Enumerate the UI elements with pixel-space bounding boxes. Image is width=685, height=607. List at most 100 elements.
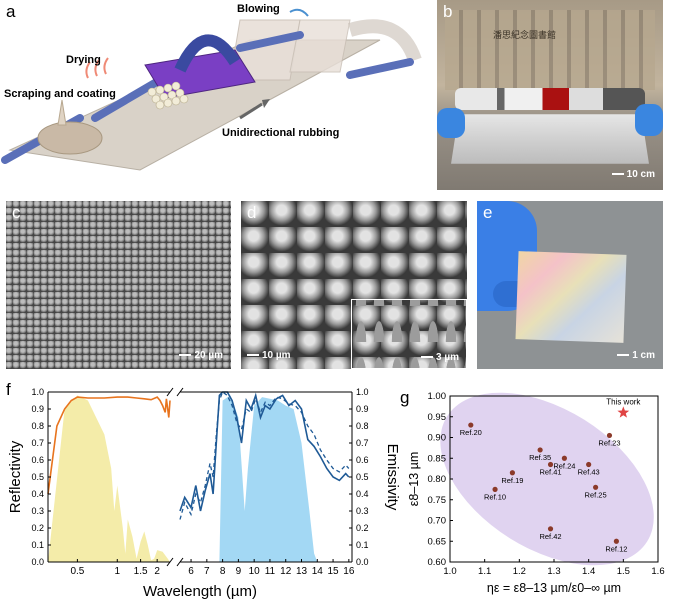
y-tick-label-right: 0.9: [356, 404, 369, 414]
y-tick-label-right: 0.5: [356, 472, 369, 482]
annotation-drying: Drying: [66, 54, 101, 66]
data-point-label: Ref.12: [605, 544, 627, 553]
scalebar-c-label: 20 µm: [194, 350, 223, 361]
y-tick-label-left: 0.0: [31, 557, 44, 567]
x-tick-label: 1.1: [478, 566, 491, 577]
curled-film: [347, 19, 422, 63]
spectra-chart: 0.0 0.0 0.1 0.1 0.2 0.2 0.3 0.3 0.4 0.4 0.5 0.5 0.6 0…: [7, 387, 400, 600]
x-tick-label: 6: [188, 566, 194, 577]
x-tick-label: 1.4: [582, 566, 595, 577]
scalebar-d: 10 µm: [247, 350, 291, 361]
data-point-label: Ref.10: [484, 492, 506, 501]
scalebar-b-label: 10 cm: [626, 169, 655, 180]
data-point-label: Ref.41: [539, 467, 561, 476]
y-tick-label: 0.75: [428, 495, 447, 506]
y-tick-label-right: 0.3: [356, 506, 369, 516]
scraper-blade: [57, 99, 67, 126]
solar-spectrum-area: [48, 395, 170, 562]
panel-c: c 20 µm: [6, 201, 231, 369]
rubbing-arrowhead: [262, 99, 270, 108]
process-illustration: Blowing Drying Scraping and coating Unid…: [1, 3, 422, 171]
panel-d: d 10 µm 3 µm: [241, 201, 467, 369]
sample-film: [451, 114, 649, 164]
y-tick-label: 0.90: [428, 433, 447, 444]
iridescent-sample: [515, 251, 627, 343]
x-tick-label: 11: [265, 566, 276, 577]
data-point: [613, 538, 619, 544]
y-tick-label-left: 0.9: [31, 404, 44, 414]
y-axis-title: ε8–13 µm: [407, 452, 421, 506]
panel-g-label: g: [400, 388, 410, 407]
panel-g: g 0.60 0.65 0.70 0.75 0.80 0.85 0.90 0.95 1.00 1.…: [400, 380, 685, 607]
x-tick-label: 1: [114, 566, 120, 577]
scalebar-c: 20 µm: [179, 350, 223, 361]
annotation-rubbing: Unidirectional rubbing: [222, 127, 339, 139]
roller: [91, 76, 164, 122]
x-tick-label: 12: [280, 566, 292, 577]
y-tick-label: 1.00: [428, 391, 447, 402]
film-sheet: [289, 19, 351, 73]
emissivity-dashed-line: [179, 390, 350, 520]
emissivity-line: [179, 391, 350, 512]
data-point-label: Ref.19: [501, 476, 523, 485]
scalebar-d-inset-label: 3 µm: [436, 352, 459, 363]
drying-arrow: [85, 61, 91, 79]
data-point: [509, 470, 515, 476]
data-point-label: Ref.43: [578, 467, 600, 476]
roller: [346, 58, 414, 79]
panel-e: e 1 cm: [477, 201, 663, 369]
annotation-blowing: Blowing: [237, 3, 280, 15]
data-point: [547, 526, 554, 532]
x-tick-label: 16: [343, 566, 355, 577]
axis-break-mark: [166, 387, 174, 397]
y-tick-label: 0.95: [428, 412, 447, 423]
y-tick-label-left: 0.4: [31, 489, 44, 499]
panel-c-label: c: [12, 203, 21, 222]
reflectivity-line: [47, 396, 171, 495]
y-tick-label: 0.65: [428, 536, 447, 547]
axis-break-mark: [176, 557, 184, 567]
y-tick-label-left: 0.2: [31, 523, 44, 533]
x-tick-label: 14: [312, 566, 324, 577]
y-tick-label-right: 0.7: [356, 438, 369, 448]
y-tick-label-right: 0.0: [356, 557, 369, 567]
x-tick-label: 1.5: [134, 566, 148, 577]
panel-f: f 0.0 0.0 0.1 0.1 0.2 0.2 0.3 0.3 0.4 0.4 0.5 0.5 0.…: [0, 380, 400, 607]
data-point: [537, 447, 543, 453]
x-tick-label: 13: [296, 566, 308, 577]
y-tick-label: 0.85: [428, 453, 447, 464]
scalebar-d-inset: 3 µm: [421, 352, 459, 363]
y-axis-title-left: Reflectivity: [7, 440, 24, 513]
x-axis-title: ηε = ε8–13 µm/ε0–∞ µm: [487, 581, 621, 595]
emissivity-scatter-chart: 0.60 0.65 0.70 0.75 0.80 0.85 0.90 0.95 1.00 1.0 1…: [407, 391, 665, 595]
rubbing-arrow: [239, 102, 263, 120]
x-tick-label: 10: [249, 566, 261, 577]
x-axis-title: Wavelength (µm): [143, 583, 257, 600]
x-tick-label: 2: [154, 566, 160, 577]
x-tick-label: 1.3: [547, 566, 560, 577]
y-tick-label-right: 1.0: [356, 387, 369, 397]
y-tick-label: 0.70: [428, 516, 447, 527]
reference-region-ellipse: [440, 392, 654, 566]
y-tick-label: 0.80: [428, 474, 447, 485]
scalebar-e: 1 cm: [617, 350, 655, 361]
y-tick-label-left: 0.6: [31, 455, 44, 465]
this-work-label: This work: [606, 398, 641, 407]
x-tick-label: 0.5: [70, 566, 84, 577]
axis-break-mark: [166, 557, 174, 567]
y-tick-label-right: 0.2: [356, 523, 369, 533]
y-tick-label-left: 0.8: [31, 421, 44, 431]
x-tick-label: 1.6: [651, 566, 664, 577]
x-tick-label: 1.0: [443, 566, 456, 577]
blowing-arrow: [289, 8, 309, 17]
data-point: [586, 461, 592, 468]
scalebar-d-label: 10 µm: [262, 350, 291, 361]
y-tick-label-left: 1.0: [31, 387, 44, 397]
data-point: [606, 432, 613, 439]
axis-break-mark: [176, 387, 184, 397]
y-tick-label-left: 0.3: [31, 506, 44, 516]
y-tick-label-right: 0.4: [356, 489, 369, 499]
x-tick-label: 8: [220, 566, 226, 577]
this-work-star: [617, 406, 630, 418]
x-tick-label: 1.2: [513, 566, 526, 577]
